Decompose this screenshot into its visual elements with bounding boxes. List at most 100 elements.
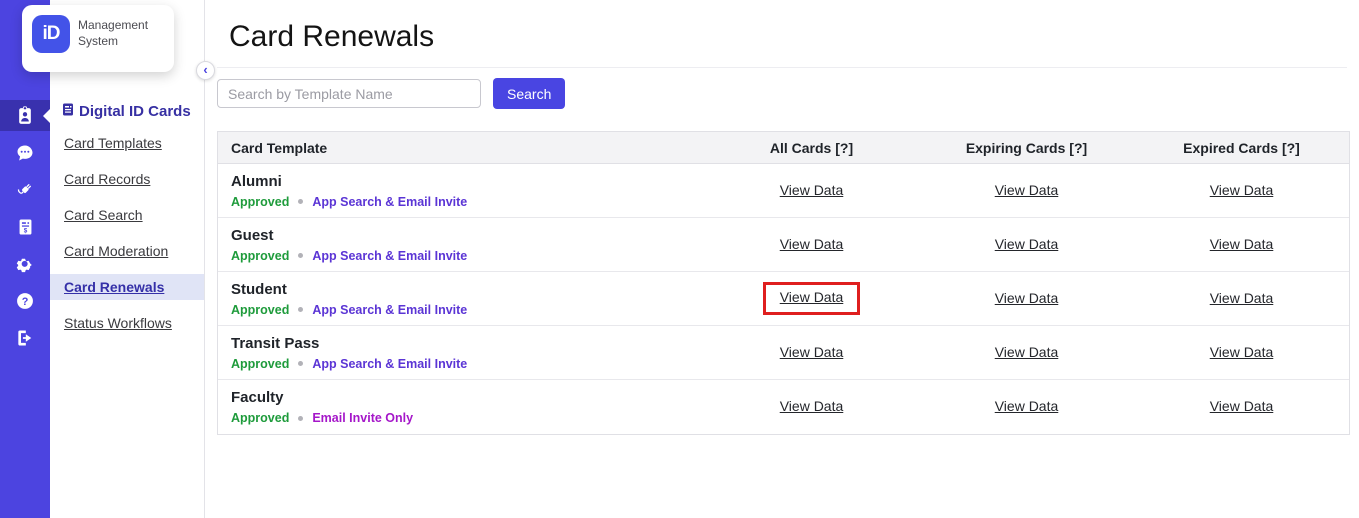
view-data-link-transit-expired[interactable]: View Data [1209, 343, 1274, 360]
sidebar-item-card-templates[interactable]: Card Templates [50, 130, 204, 156]
chevron-left-icon: ‹ [203, 62, 208, 77]
view-data-link-student-all[interactable]: View Data [779, 289, 844, 305]
table-row-alumni: Alumni Approved App Search & Email Invit… [218, 164, 1349, 218]
rail-item-help[interactable]: ? [0, 285, 50, 316]
table-header-row: Card Template All Cards [?] Expiring Car… [218, 132, 1349, 164]
table-row-student: Student Approved App Search & Email Invi… [218, 272, 1349, 326]
page-title: Card Renewals [229, 20, 435, 53]
sidebar-item-card-records[interactable]: Card Records [50, 166, 204, 192]
column-header-expired-cards: Expired Cards [?] [1183, 139, 1300, 156]
view-data-link-alumni-expiring[interactable]: View Data [994, 181, 1059, 198]
expiring-cards-cell: View Data [919, 398, 1134, 416]
view-data-link-faculty-all[interactable]: View Data [779, 398, 844, 414]
template-info: Transit Pass Approved App Search & Email… [218, 335, 704, 371]
dot-separator-icon [298, 307, 304, 312]
status-badge: Approved [231, 248, 290, 263]
card-templates-link[interactable]: Card Templates [64, 135, 162, 151]
dot-separator-icon [298, 361, 304, 366]
dot-separator-icon [298, 415, 304, 421]
rail-item-integrations[interactable] [0, 174, 50, 205]
issuance-method: App Search & Email Invite [312, 356, 468, 371]
template-status-line: Approved App Search & Email Invite [231, 195, 704, 209]
status-workflows-link[interactable]: Status Workflows [64, 315, 172, 331]
expiring-cards-cell: View Data [919, 344, 1134, 362]
issuance-method: App Search & Email Invite [312, 194, 468, 209]
template-info: Faculty Approved Email Invite Only [218, 389, 704, 425]
view-data-link-transit-all[interactable]: View Data [779, 343, 844, 360]
svg-text:?: ? [22, 295, 29, 307]
rail-item-chat[interactable] [0, 137, 50, 168]
sidebar-item-status-workflows[interactable]: Status Workflows [50, 310, 204, 336]
table-row-transit-pass: Transit Pass Approved App Search & Email… [218, 326, 1349, 380]
app-logo-icon: iD [32, 15, 70, 53]
card-search-link[interactable]: Card Search [64, 207, 143, 223]
sidebar-nav-panel: Digital ID Cards Card Templates Card Rec… [50, 0, 205, 518]
issuance-method: Email Invite Only [312, 411, 414, 425]
view-data-link-guest-all[interactable]: View Data [779, 235, 844, 252]
card-moderation-link[interactable]: Card Moderation [64, 243, 169, 259]
template-name: Guest [231, 226, 274, 244]
sidebar-item-card-moderation[interactable]: Card Moderation [50, 238, 204, 264]
view-data-link-alumni-expired[interactable]: View Data [1209, 181, 1274, 198]
logout-icon [15, 328, 35, 348]
column-header-card-template: Card Template [231, 139, 328, 156]
help-circle-icon: ? [15, 291, 35, 311]
view-data-link-faculty-expiring[interactable]: View Data [994, 398, 1059, 414]
search-row: Search [217, 78, 1359, 109]
column-header-all-cards: All Cards [?] [769, 139, 854, 156]
template-status-line: Approved App Search & Email Invite [231, 303, 704, 317]
card-renewals-link[interactable]: Card Renewals [64, 279, 165, 295]
app-logo-title-line1: Management [78, 18, 149, 32]
view-data-link-guest-expiring[interactable]: View Data [994, 235, 1059, 252]
app-logo-card[interactable]: iD Management System [22, 5, 174, 72]
template-info: Guest Approved App Search & Email Invite [218, 227, 704, 263]
digital-id-cards-icon [62, 103, 74, 120]
view-data-link-student-expired[interactable]: View Data [1209, 289, 1274, 306]
expiring-cards-cell: View Data [919, 182, 1134, 200]
template-info: Student Approved App Search & Email Invi… [218, 281, 704, 317]
red-highlight-annotation: View Data [762, 282, 861, 315]
template-info: Alumni Approved App Search & Email Invit… [218, 173, 704, 209]
sidebar-item-card-search[interactable]: Card Search [50, 202, 204, 228]
sidebar-item-card-renewals[interactable]: Card Renewals [50, 274, 204, 300]
expired-cards-cell: View Data [1134, 398, 1349, 416]
table-row-guest: Guest Approved App Search & Email Invite… [218, 218, 1349, 272]
view-data-link-transit-expiring[interactable]: View Data [994, 343, 1059, 360]
all-cards-cell: View Data [704, 236, 919, 254]
nav-section-title: Digital ID Cards [79, 103, 191, 120]
all-cards-cell: View Data [704, 344, 919, 362]
view-data-link-student-expiring[interactable]: View Data [994, 289, 1059, 306]
nav-list: Card Templates Card Records Card Search … [50, 130, 204, 336]
all-cards-cell: View Data [704, 182, 919, 200]
rail-item-id-cards[interactable] [0, 100, 50, 131]
expired-cards-cell: View Data [1134, 290, 1349, 308]
search-input[interactable] [217, 79, 481, 108]
view-data-link-guest-expired[interactable]: View Data [1209, 235, 1274, 252]
dot-separator-icon [298, 199, 304, 204]
rail-item-billing[interactable]: $ [0, 211, 50, 242]
issuance-method: App Search & Email Invite [312, 302, 468, 317]
template-name: Student [231, 280, 287, 298]
title-divider [217, 67, 1347, 68]
billing-doc-icon: $ [16, 217, 35, 237]
card-records-link[interactable]: Card Records [64, 171, 151, 187]
card-renewals-table: Card Template All Cards [?] Expiring Car… [217, 131, 1350, 435]
search-button[interactable]: Search [493, 78, 566, 109]
rail-item-settings[interactable] [0, 248, 50, 279]
all-cards-cell: View Data [704, 398, 919, 416]
template-status-line: Approved App Search & Email Invite [231, 357, 704, 371]
nav-section-header: Digital ID Cards [62, 103, 204, 120]
template-name: Transit Pass [231, 334, 320, 352]
gear-icon [15, 254, 35, 274]
sidebar-collapse-button[interactable]: ‹ [196, 61, 215, 80]
view-data-link-faculty-expired[interactable]: View Data [1209, 398, 1274, 414]
template-status-line: Approved App Search & Email Invite [231, 249, 704, 263]
expired-cards-cell: View Data [1134, 236, 1349, 254]
rail-item-logout[interactable] [0, 322, 50, 353]
view-data-link-alumni-all[interactable]: View Data [779, 181, 844, 198]
column-header-expiring-cards: Expiring Cards [?] [965, 139, 1088, 156]
template-name: Faculty [231, 389, 284, 406]
plug-icon [15, 180, 35, 200]
expired-cards-cell: View Data [1134, 182, 1349, 200]
id-card-icon [15, 105, 35, 126]
